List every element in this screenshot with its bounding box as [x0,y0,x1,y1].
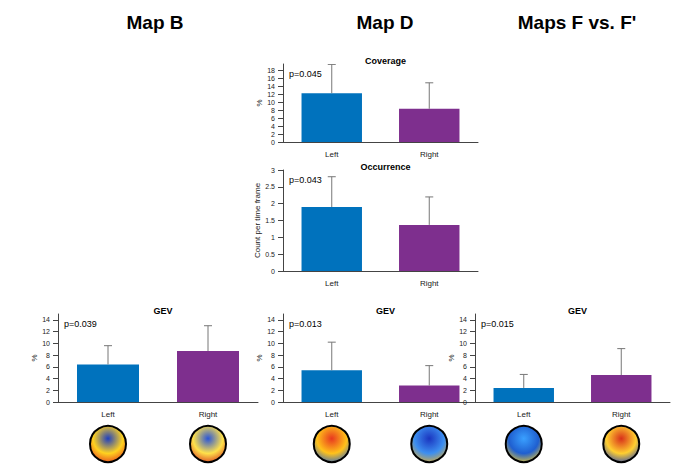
svg-text:2: 2 [271,131,275,138]
svg-text:16: 16 [267,75,275,82]
svg-text:Left: Left [325,279,339,288]
svg-text:Right: Right [199,410,218,419]
svg-text:p=0.045: p=0.045 [289,69,322,79]
svg-text:Map D: Map D [357,12,414,33]
svg-text:%: % [447,354,456,361]
svg-text:Occurrence: Occurrence [360,162,410,172]
svg-text:4: 4 [463,375,467,382]
svg-text:14: 14 [42,316,50,323]
svg-text:2: 2 [271,200,275,207]
svg-text:3: 3 [271,167,275,174]
svg-text:Maps F vs. F': Maps F vs. F' [518,12,637,33]
svg-text:8: 8 [271,352,275,359]
svg-text:p=0.015: p=0.015 [481,319,514,329]
svg-text:Right: Right [612,410,631,419]
svg-text:p=0.013: p=0.013 [289,319,322,329]
svg-text:12: 12 [267,91,275,98]
svg-text:%: % [30,354,39,361]
svg-text:0: 0 [46,399,50,406]
svg-text:Right: Right [420,279,439,288]
svg-text:14: 14 [459,316,467,323]
svg-text:Left: Left [517,410,531,419]
svg-text:%: % [255,354,264,361]
svg-text:6: 6 [463,363,467,370]
svg-text:GEV: GEV [153,306,172,316]
svg-text:12: 12 [459,328,467,335]
svg-text:0: 0 [271,399,275,406]
svg-text:12: 12 [267,328,275,335]
svg-text:Left: Left [325,410,339,419]
svg-text:1.5: 1.5 [265,217,275,224]
svg-text:Coverage: Coverage [365,56,406,66]
svg-text:p=0.043: p=0.043 [289,175,322,185]
svg-text:6: 6 [271,363,275,370]
svg-text:10: 10 [459,340,467,347]
svg-text:6: 6 [271,115,275,122]
svg-text:14: 14 [267,316,275,323]
svg-text:4: 4 [271,375,275,382]
svg-text:4: 4 [271,123,275,130]
svg-text:4: 4 [46,375,50,382]
svg-text:0: 0 [271,139,275,146]
svg-text:14: 14 [267,83,275,90]
svg-text:Right: Right [420,410,439,419]
svg-text:p=0.039: p=0.039 [64,319,97,329]
svg-text:0.5: 0.5 [265,251,275,258]
svg-text:GEV: GEV [376,306,395,316]
svg-text:8: 8 [46,352,50,359]
svg-text:8: 8 [271,107,275,114]
svg-text:10: 10 [267,99,275,106]
svg-text:12: 12 [42,328,50,335]
svg-text:2: 2 [46,387,50,394]
svg-text:6: 6 [46,363,50,370]
svg-text:1: 1 [271,234,275,241]
svg-text:0: 0 [271,268,275,275]
svg-text:18: 18 [267,67,275,74]
svg-text:10: 10 [267,340,275,347]
svg-text:0: 0 [463,399,467,406]
svg-text:Left: Left [325,150,339,159]
svg-text:GEV: GEV [568,306,587,316]
svg-text:Count per time frame: Count per time frame [253,182,262,258]
svg-text:10: 10 [42,340,50,347]
svg-text:2: 2 [271,387,275,394]
svg-text:2.5: 2.5 [265,183,275,190]
svg-text:8: 8 [463,352,467,359]
svg-text:Left: Left [101,410,115,419]
svg-text:Right: Right [420,150,439,159]
svg-text:%: % [255,99,264,106]
svg-text:2: 2 [463,387,467,394]
svg-text:Map B: Map B [127,12,184,33]
